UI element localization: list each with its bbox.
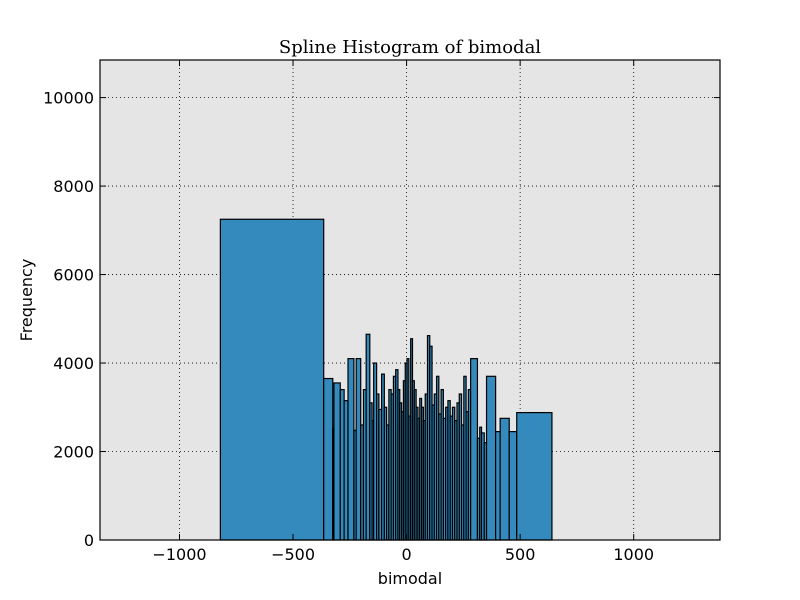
axis-ticks <box>100 60 720 541</box>
histogram-bar <box>470 358 479 541</box>
x-tick-label: −500 <box>271 545 315 564</box>
y-tick-label: 10000 <box>43 89 94 108</box>
y-tick-label: 6000 <box>53 266 94 285</box>
histogram-bar <box>355 358 362 541</box>
bars <box>219 218 553 541</box>
y-tick-labels: 0 2000 4000 6000 8000 10000 <box>43 89 94 550</box>
y-axis-title: Frequency <box>17 259 36 342</box>
x-tick-label: 0 <box>401 545 411 564</box>
histogram-bar <box>219 218 325 541</box>
x-tick-label: 1000 <box>613 545 654 564</box>
histogram-bar <box>516 411 553 541</box>
plot-frame <box>99 59 721 541</box>
y-tick-label: 8000 <box>53 177 94 196</box>
y-tick-label: 0 <box>84 531 94 550</box>
chart-title: Spline Histogram of bimodal <box>279 37 541 58</box>
histogram-bar <box>333 382 341 541</box>
x-tick-label: −1000 <box>152 545 206 564</box>
histogram-bar <box>485 375 497 541</box>
y-tick-label: 2000 <box>53 443 94 462</box>
y-tick-label: 4000 <box>53 354 94 373</box>
histogram-bar <box>499 417 510 541</box>
histogram-bar <box>508 431 518 541</box>
x-tick-labels: −1000 −500 0 500 1000 <box>152 545 654 564</box>
x-tick-label: 500 <box>505 545 536 564</box>
histogram-bar <box>323 377 334 541</box>
x-axis-title: bimodal <box>378 569 442 588</box>
histogram-bar <box>347 358 355 541</box>
histogram-bar <box>495 431 501 541</box>
